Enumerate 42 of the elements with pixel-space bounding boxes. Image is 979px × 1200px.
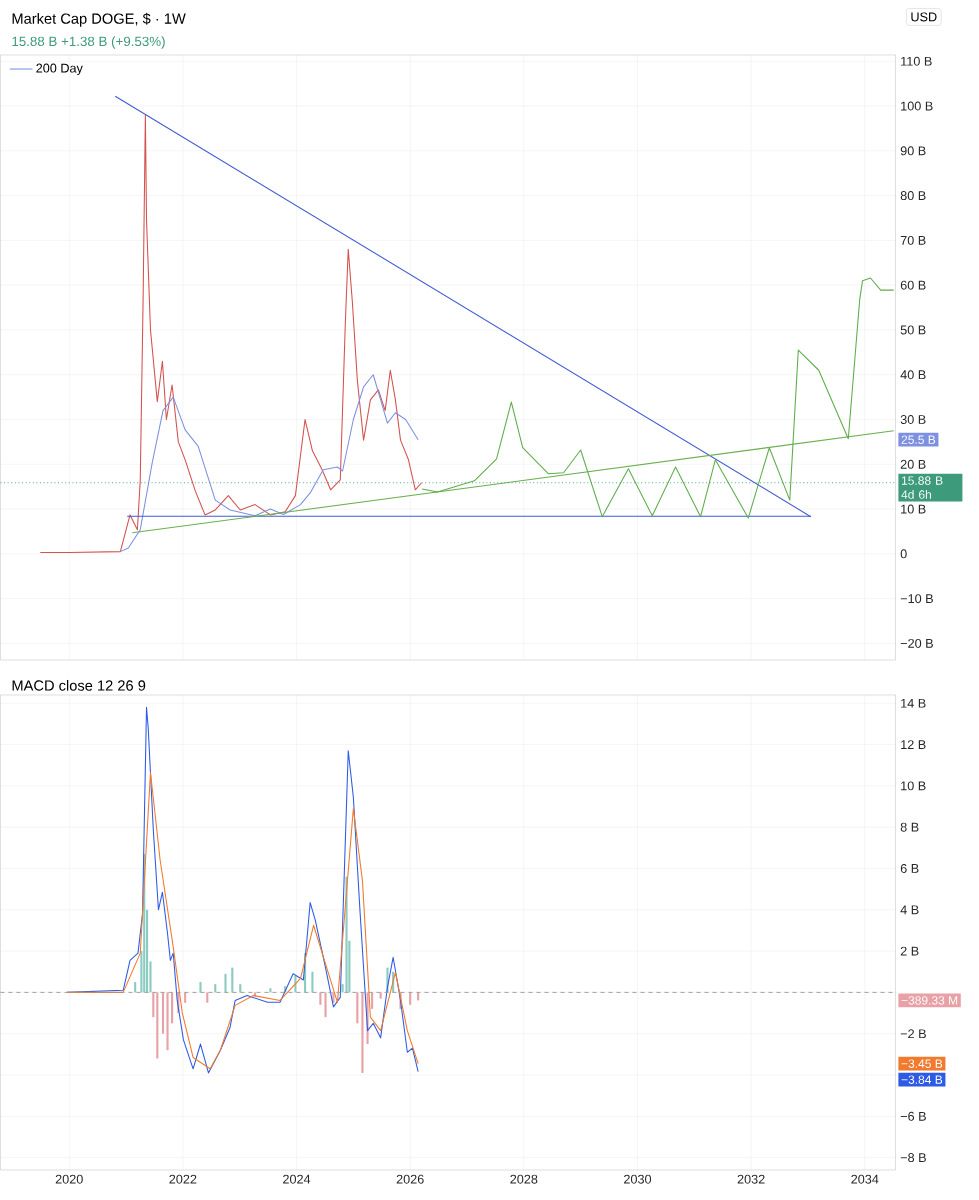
x-tick-label: 2034 bbox=[851, 1174, 879, 1184]
y-tick-label: 2 B bbox=[900, 946, 919, 956]
y-tick-label: −6 B bbox=[900, 1111, 926, 1121]
x-tick-label: 2032 bbox=[737, 1174, 765, 1184]
chart-title: Market Cap DOGE, $ · 1W bbox=[12, 12, 186, 27]
y-tick-label: 80 B bbox=[900, 191, 926, 201]
y-tick-label: 100 B bbox=[900, 101, 933, 111]
y-tick-label: −2 B bbox=[900, 1029, 926, 1039]
x-tick-label: 2028 bbox=[510, 1174, 538, 1184]
y-tick-label: 12 B bbox=[900, 740, 926, 749]
y-tick-label: 4 B bbox=[900, 905, 919, 915]
legend-label: 200 Day bbox=[36, 63, 83, 76]
y-tick-label: 40 B bbox=[900, 370, 926, 380]
x-tick-label: 2030 bbox=[623, 1174, 651, 1184]
y-tick-label: 10 B bbox=[900, 781, 926, 791]
y-tick-label: 10 B bbox=[900, 504, 926, 514]
y-tick-label: 0 bbox=[900, 549, 907, 559]
y-tick-label: 50 B bbox=[900, 325, 926, 335]
y-tick-label: −8 B bbox=[900, 1153, 926, 1163]
y-tick-label: 6 B bbox=[900, 863, 919, 873]
chart-title: MACD close 12 26 9 bbox=[12, 679, 145, 691]
y-tick-label: 70 B bbox=[900, 235, 926, 245]
y-tick-label: −20 B bbox=[900, 638, 933, 648]
y-tick-label: 30 B bbox=[900, 415, 926, 424]
x-tick-label: 2026 bbox=[396, 1174, 424, 1184]
y-tick-label: 60 B bbox=[900, 280, 926, 290]
text: −389.33 M bbox=[901, 996, 957, 1005]
y-tick-label: 20 B bbox=[900, 459, 926, 469]
x-tick-label: 2020 bbox=[55, 1174, 83, 1184]
y-tick-label: 110 B bbox=[900, 56, 932, 66]
ref-line-label: 15.88 B 4d 6h bbox=[901, 476, 943, 499]
text: USD bbox=[911, 12, 937, 22]
text: −3.45 B bbox=[901, 1059, 942, 1068]
y-tick-label: 14 B bbox=[900, 698, 926, 708]
text: −3.84 B bbox=[901, 1075, 942, 1084]
x-tick-label: 2024 bbox=[282, 1174, 310, 1184]
y-tick-label: −10 B bbox=[900, 594, 933, 604]
text: 25.5 B bbox=[901, 435, 935, 444]
chart-subtitle: 15.88 B +1.38 B (+9.53%) bbox=[12, 36, 165, 49]
x-tick-label: 2022 bbox=[169, 1174, 197, 1184]
y-tick-label: 90 B bbox=[900, 146, 926, 156]
y-tick-label: 8 B bbox=[900, 822, 919, 832]
